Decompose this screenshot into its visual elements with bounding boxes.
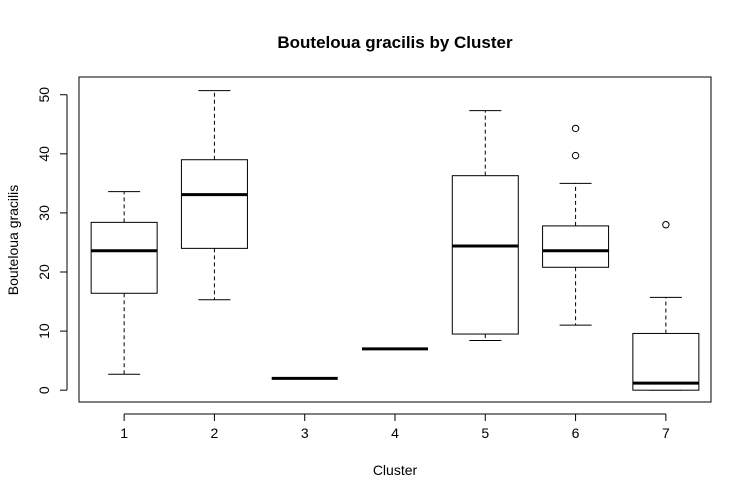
box-cluster-2 (180, 90, 248, 301)
y-tick-label: 30 (36, 205, 52, 221)
y-tick-label: 0 (36, 386, 52, 394)
box-cluster-6 (542, 124, 610, 326)
box-cluster-1 (90, 191, 158, 375)
box-cluster-5 (451, 110, 519, 342)
outlier-point (571, 151, 580, 160)
x-tick-label: 6 (572, 425, 580, 441)
y-tick-label: 10 (36, 323, 52, 339)
x-tick-label: 3 (301, 425, 309, 441)
plot-frame (78, 76, 712, 403)
x-tick-label: 7 (662, 425, 670, 441)
y-axis-label: Bouteloua gracilis (5, 185, 21, 296)
chart-title: Bouteloua gracilis by Cluster (277, 33, 513, 52)
iqr-box (451, 175, 519, 335)
outlier-point (662, 221, 670, 229)
iqr-box (632, 332, 700, 391)
iqr-box (542, 225, 610, 268)
y-axis: 0 10 20 30 40 50 (36, 87, 68, 394)
outlier-point (571, 124, 580, 133)
y-tick-label: 40 (36, 146, 52, 162)
box-cluster-7 (632, 221, 700, 391)
box-group (90, 90, 700, 391)
x-tick-label: 1 (120, 425, 128, 441)
iqr-box (90, 221, 158, 294)
iqr-box (180, 159, 248, 249)
y-tick-label: 20 (36, 264, 52, 280)
x-axis: 1 2 3 4 5 6 7 (120, 413, 670, 441)
x-axis-label: Cluster (373, 462, 418, 478)
x-tick-label: 2 (211, 425, 219, 441)
x-tick-label: 4 (391, 425, 399, 441)
x-tick-label: 5 (481, 425, 489, 441)
y-tick-label: 50 (36, 87, 52, 103)
